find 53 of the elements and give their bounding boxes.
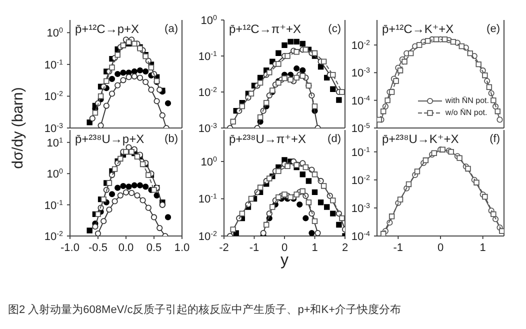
y-tick-label: 10$^{-2}$ [198, 86, 218, 99]
x-tick-label: 1 [480, 242, 486, 254]
y-tick-label: 10$^{0}$ [46, 168, 64, 181]
y-tick-label: 10$^{-5}$ [351, 122, 370, 135]
y-tick-label: 10$^{-1}$ [198, 192, 218, 206]
x-tick-label: 0.5 [146, 242, 162, 254]
y-tick-label: 10$^{-2}$ [351, 174, 370, 187]
y-tick-label: 10$^{-2}$ [351, 38, 370, 52]
x-tick-label: -1 [393, 242, 404, 254]
x-axis-title: y [280, 252, 288, 270]
annotation: (d) [328, 133, 341, 145]
y-tick-label: 10$^{-3}$ [351, 202, 370, 215]
legend-label: with N̄N pot. [445, 95, 489, 107]
y-tick-label: 10$^{-4}$ [351, 94, 370, 108]
caption: 图2 入射动量为608MeV/c反质子引起的核反应中产生质子、p+和K+介子快度分布 [8, 302, 402, 317]
y-axis-title: dσ/dy (barn) [10, 87, 26, 169]
y-tick-label: 10$^{-2}$ [44, 230, 64, 243]
chart-title: p̄+¹²C→K⁺+X [382, 22, 454, 36]
y-tick-label: 10$^{-4}$ [351, 230, 370, 243]
chart-title: p̄+²³⁸U→π⁺+X [229, 132, 306, 146]
y-tick-label: 10$^{-1}$ [44, 198, 64, 212]
y-tick-label: 10$^{1}$ [46, 136, 64, 150]
annotation: (f) [490, 133, 500, 145]
chart-title: p̄+²³⁸U→p+X [75, 132, 144, 146]
x-tick-label: -1.0 [60, 242, 80, 254]
chart-title: p̄+¹²C→p+X [75, 22, 140, 36]
y-tick-label: 10$^{-2}$ [198, 230, 218, 243]
y-tick-label: 10$^{-3}$ [198, 122, 218, 135]
x-tick-label: 1 [312, 242, 318, 254]
y-tick-label: 10$^{-3}$ [351, 66, 370, 80]
annotation: (e) [486, 23, 500, 35]
x-tick-label: 1.0 [174, 242, 190, 254]
y-tick-label: 10$^{-1}$ [44, 58, 64, 72]
chart-title: p̄+¹²C→π⁺+X [229, 22, 301, 36]
x-tick-label: 0 [281, 242, 288, 254]
y-tick-label: 10$^{0}$ [200, 14, 218, 27]
y-tick-label: 10$^{0}$ [46, 26, 64, 40]
y-tick-label: 10$^{-2}$ [44, 90, 64, 104]
annotation: (a) [164, 23, 178, 35]
x-tick-label: 0 [437, 242, 444, 254]
annotation: (c) [328, 23, 341, 35]
x-tick-label: 2 [342, 242, 348, 254]
chart-title: p̄+²³⁸U→K⁺+X [382, 132, 459, 146]
y-tick-label: 10$^{-1}$ [198, 50, 218, 63]
y-tick-label: 10$^{0}$ [200, 155, 218, 168]
x-tick-label: -1 [249, 242, 260, 254]
x-tick-label: -0.5 [88, 242, 108, 254]
y-tick-label: 10$^{-1}$ [351, 146, 370, 159]
y-tick-label: 10$^{-3}$ [44, 122, 64, 135]
x-tick-label: -2 [219, 242, 229, 254]
x-tick-label: 0.0 [118, 242, 134, 254]
annotation: (b) [164, 133, 178, 145]
legend-label: w/o N̄N pot. [445, 107, 488, 119]
